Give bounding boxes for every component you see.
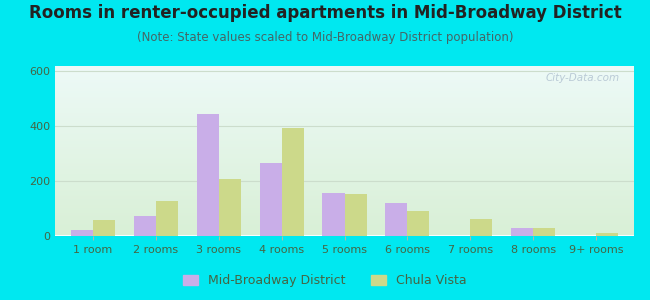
- Bar: [385, 203, 408, 236]
- Text: Rooms in renter-occupied apartments in Mid-Broadway District: Rooms in renter-occupied apartments in M…: [29, 4, 621, 22]
- Bar: [596, 233, 618, 236]
- Text: (Note: State values scaled to Mid-Broadway District population): (Note: State values scaled to Mid-Broadw…: [136, 32, 514, 44]
- Text: City-Data.com: City-Data.com: [545, 73, 619, 83]
- Bar: [219, 179, 240, 236]
- Bar: [156, 201, 178, 236]
- Bar: [134, 216, 156, 236]
- Bar: [344, 194, 367, 236]
- Bar: [533, 228, 555, 236]
- Bar: [71, 230, 93, 236]
- Bar: [197, 114, 219, 236]
- Bar: [511, 228, 533, 236]
- Bar: [322, 193, 344, 236]
- Bar: [259, 163, 281, 236]
- Bar: [408, 211, 430, 236]
- Legend: Mid-Broadway District, Chula Vista: Mid-Broadway District, Chula Vista: [179, 269, 471, 292]
- Bar: [470, 219, 492, 236]
- Bar: [93, 220, 115, 236]
- Bar: [281, 128, 304, 236]
